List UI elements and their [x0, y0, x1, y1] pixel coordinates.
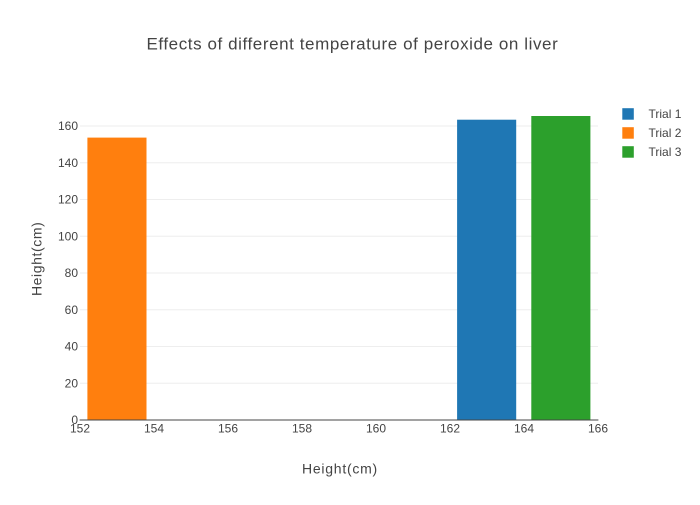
svg-text:152: 152 [70, 422, 90, 436]
svg-text:100: 100 [58, 229, 78, 243]
svg-text:Trial 2: Trial 2 [649, 126, 682, 140]
svg-text:Trial 3: Trial 3 [649, 145, 682, 159]
svg-text:120: 120 [58, 193, 78, 207]
svg-text:40: 40 [65, 340, 79, 354]
svg-text:158: 158 [292, 422, 312, 436]
svg-text:154: 154 [144, 422, 164, 436]
svg-text:Effects of different temperatu: Effects of different temperature of pero… [146, 35, 558, 54]
svg-text:Height(cm): Height(cm) [29, 222, 45, 296]
svg-text:20: 20 [65, 376, 79, 390]
svg-text:140: 140 [58, 156, 78, 170]
svg-text:166: 166 [588, 422, 608, 436]
svg-text:60: 60 [65, 303, 79, 317]
svg-text:160: 160 [366, 422, 386, 436]
svg-text:80: 80 [65, 266, 79, 280]
svg-text:164: 164 [514, 422, 534, 436]
svg-text:Height(cm): Height(cm) [302, 461, 378, 477]
svg-text:0: 0 [71, 413, 78, 427]
svg-text:162: 162 [440, 422, 460, 436]
svg-text:160: 160 [58, 119, 78, 133]
svg-text:Trial 1: Trial 1 [649, 107, 682, 121]
svg-text:156: 156 [218, 422, 238, 436]
